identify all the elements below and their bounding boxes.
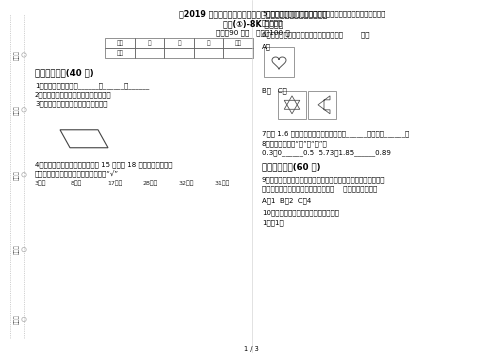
Text: 4．一个三角形，两边的长分别是 15 厘米和 18 厘米，第三边的长: 4．一个三角形，两边的长分别是 15 厘米和 18 厘米，第三边的长 [35, 162, 172, 169]
Bar [164, 48, 193, 58]
Text: 31厘米: 31厘米 [214, 181, 230, 186]
Bar [105, 38, 134, 48]
Bar [223, 38, 253, 48]
Text: 平移现象。: 平移现象。 [262, 19, 283, 25]
Text: 10．剪掉部分占整个图形的几分之几？: 10．剪掉部分占整个图形的几分之几？ [262, 210, 338, 216]
Bar [105, 48, 134, 58]
Text: 3．画出平行四边形和梯形的一条高。: 3．画出平行四边形和梯形的一条高。 [35, 101, 107, 107]
Text: 32厘米: 32厘米 [179, 181, 194, 186]
Text: 考号：: 考号： [14, 50, 20, 60]
Text: 8．在横线上填上“＞”或“＜”。: 8．在横线上填上“＞”或“＜”。 [262, 141, 327, 147]
Text: 28厘米: 28厘米 [143, 181, 158, 186]
Text: 二: 二 [177, 40, 180, 46]
Text: 一: 一 [147, 40, 151, 46]
Bar [134, 48, 164, 58]
Bar [308, 91, 335, 119]
Text: 可能是多少厘米？在合适的答案下面划“√”: 可能是多少厘米？在合适的答案下面划“√” [35, 171, 119, 178]
Text: 0.3＋0______0.5  5.73－1.85______0.89: 0.3＋0______0.5 5.73－1.85______0.89 [262, 150, 390, 156]
Bar [134, 38, 164, 48]
Text: A．1  B．2  C．4: A．1 B．2 C．4 [262, 198, 311, 204]
Text: 9．把一张长方形纸对折后再对折，沿着折痕所在的直线画出心形: 9．把一张长方形纸对折后再对折，沿着折痕所在的直线画出心形 [262, 177, 385, 183]
Text: 2．轴对称图形对折后两边能完全重合。: 2．轴对称图形对折后两边能完全重合。 [35, 92, 111, 98]
Bar [223, 48, 253, 58]
Text: 姓名：: 姓名： [14, 170, 20, 179]
Text: 二、综合练习(60 分): 二、综合练习(60 分) [262, 163, 320, 172]
Text: 5．汽车在平坦的公路上行驶是平移现象，钟面上指针的运动也是: 5．汽车在平坦的公路上行驶是平移现象，钟面上指针的运动也是 [262, 10, 385, 17]
Text: 1．（1）: 1．（1） [262, 219, 283, 226]
Text: 卷卷(①)-8K 直接打印: 卷卷(①)-8K 直接打印 [222, 19, 283, 28]
Text: 考场：: 考场： [14, 105, 20, 115]
Text: 时间：90 分钟   满分：100 分: 时间：90 分钟 满分：100 分 [216, 29, 289, 35]
Text: 6．下列各种图形中，是轴对称图形的是（        ）。: 6．下列各种图形中，是轴对称图形的是（ ）。 [262, 31, 369, 38]
Text: 7．把 1.6 的小数点去掉，得到的新数是______比原来大______。: 7．把 1.6 的小数点去掉，得到的新数是______比原来大______。 [262, 130, 408, 137]
Text: 、2019 最新。摸底全能四年级下学期小学数学七单元真题模拟试: 、2019 最新。摸底全能四年级下学期小学数学七单元真题模拟试 [178, 9, 327, 18]
Text: 的一半，把它沿边缘剪下来，能剪出（    ）个完整的心形。: 的一半，把它沿边缘剪下来，能剪出（ ）个完整的心形。 [262, 186, 376, 192]
Text: 一、基础练习(40 分): 一、基础练习(40 分) [35, 68, 94, 77]
Text: 17厘米: 17厘米 [107, 181, 122, 186]
Text: 学校：: 学校： [14, 315, 20, 324]
Text: 1 / 3: 1 / 3 [243, 347, 258, 352]
Text: 1．三角形按边分类：______、______、______: 1．三角形按边分类：______、______、______ [35, 82, 149, 88]
Text: 3厘米: 3厘米 [35, 181, 47, 186]
Text: 班级：: 班级： [14, 245, 20, 255]
Bar [164, 38, 193, 48]
Bar [193, 48, 223, 58]
Bar [264, 47, 294, 77]
Text: 得分: 得分 [116, 50, 123, 56]
Text: 总分: 总分 [234, 40, 241, 46]
Text: 三: 三 [206, 40, 210, 46]
Text: B．   C．: B． C． [262, 88, 286, 95]
Text: 题号: 题号 [116, 40, 123, 46]
Text: A．: A． [262, 43, 271, 50]
Text: 8厘米: 8厘米 [71, 181, 82, 186]
Bar [193, 38, 223, 48]
Bar [278, 91, 306, 119]
